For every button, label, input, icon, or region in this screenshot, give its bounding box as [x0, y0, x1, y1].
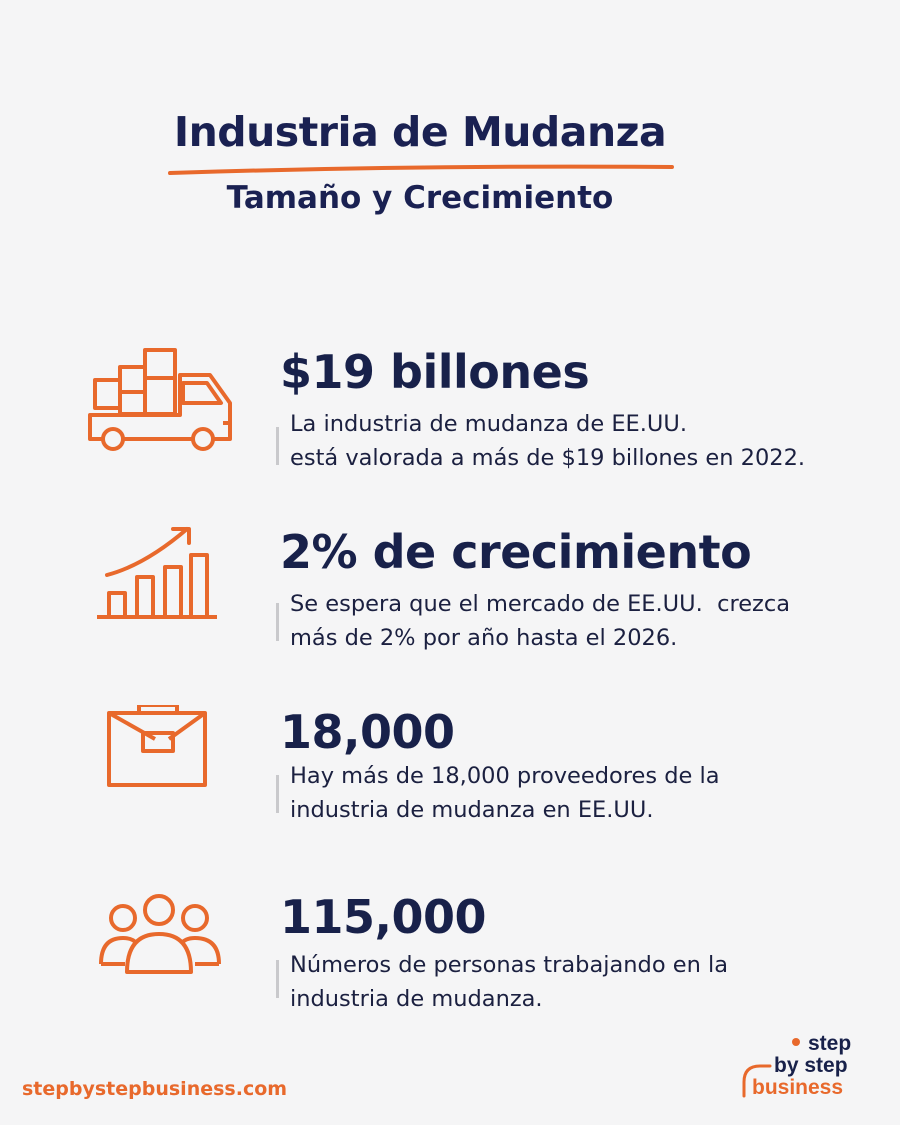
stat-value: 18,000 — [280, 705, 455, 759]
svg-text:by step: by step — [774, 1054, 848, 1077]
stat-value: 2% de crecimiento — [280, 525, 752, 579]
people-group-icon — [99, 894, 221, 974]
divider — [276, 775, 279, 813]
stat-description: Se espera que el mercado de EE.UU. crezc… — [290, 591, 791, 651]
svg-text:business: business — [752, 1076, 843, 1099]
stat-growth: 2% de crecimiento Se espera que el merca… — [0, 525, 900, 675]
briefcase-icon — [107, 705, 207, 787]
stat-description: Hay más de 18,000 proveedores de la indu… — [290, 763, 720, 823]
divider — [276, 427, 279, 465]
stat-description: Números de personas trabajando en la ind… — [290, 952, 729, 1012]
page-subtitle: Tamaño y Crecimiento — [226, 180, 614, 216]
stat-value: 115,000 — [280, 890, 487, 944]
svg-text:step: step — [808, 1032, 851, 1055]
growth-chart-icon — [97, 527, 217, 619]
title-underline — [168, 164, 674, 175]
divider — [276, 603, 279, 641]
moving-truck-icon — [88, 348, 232, 451]
footer-url[interactable]: stepbystepbusiness.com — [22, 1078, 288, 1100]
page-title: Industria de Mudanza — [173, 108, 667, 156]
stat-value: $19 billones — [280, 345, 590, 399]
stat-providers: 18,000 Hay más de 18,000 proveedores de … — [0, 705, 900, 855]
divider — [276, 960, 279, 998]
stat-market-size: $19 billones La industria de mudanza de … — [0, 345, 900, 495]
step-by-step-business-logo[interactable]: step by step business — [730, 1030, 880, 1105]
stat-description: La industria de mudanza de EE.UU. está v… — [290, 411, 806, 471]
stat-employees: 115,000 Números de personas trabajando e… — [0, 890, 900, 1040]
